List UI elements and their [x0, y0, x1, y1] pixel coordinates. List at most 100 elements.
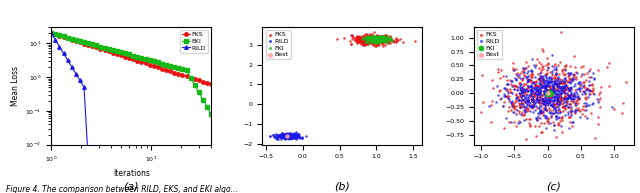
FKS — [358, 35, 369, 38]
RILD — [507, 80, 517, 83]
RILD — [537, 85, 547, 88]
RILD — [289, 134, 299, 137]
FKS — [369, 37, 379, 40]
RILD — [566, 110, 576, 113]
FKS — [532, 88, 543, 91]
RILD — [530, 88, 540, 91]
RILD — [582, 117, 592, 120]
FKS — [550, 103, 561, 106]
FKS — [543, 106, 554, 109]
FKS — [380, 35, 390, 38]
FKI — [373, 36, 383, 39]
RILD — [277, 134, 287, 137]
RILD — [289, 133, 299, 136]
FKS — [534, 101, 545, 104]
FKS — [513, 76, 523, 79]
FKS — [360, 36, 370, 39]
FKS — [578, 105, 588, 108]
FKS — [574, 98, 584, 101]
RILD — [523, 89, 533, 92]
RILD — [567, 110, 577, 113]
FKI — [378, 37, 388, 40]
FKS — [541, 63, 551, 66]
RILD — [553, 89, 563, 92]
FKS — [538, 102, 548, 105]
RILD — [270, 136, 280, 139]
FKS — [560, 85, 570, 88]
FKS — [541, 56, 552, 59]
FKS — [547, 76, 557, 79]
RILD — [547, 91, 557, 94]
FKI — [371, 38, 381, 41]
RILD — [540, 79, 550, 82]
FKI — [375, 37, 385, 40]
FKS — [369, 41, 379, 44]
FKI — [368, 38, 378, 41]
RILD — [509, 77, 520, 80]
FKS — [47, 32, 55, 34]
RILD — [531, 116, 541, 119]
RILD — [511, 78, 522, 81]
FKS — [501, 95, 511, 98]
RILD — [542, 102, 552, 105]
FKS — [573, 101, 583, 104]
RILD — [278, 132, 289, 135]
FKS — [511, 105, 521, 108]
FKS — [361, 33, 371, 36]
RILD — [517, 94, 527, 97]
FKI — [363, 37, 373, 40]
FKS — [385, 39, 395, 42]
FKS — [547, 85, 557, 88]
FKS — [560, 108, 570, 111]
FKS — [553, 124, 563, 127]
RILD — [501, 88, 511, 91]
FKI — [367, 38, 378, 41]
RILD — [559, 97, 570, 100]
FKS — [565, 120, 575, 123]
FKS — [536, 69, 546, 72]
RILD — [524, 74, 534, 77]
RILD — [282, 133, 292, 136]
FKS — [554, 99, 564, 102]
RILD — [552, 96, 563, 99]
FKS — [522, 88, 532, 91]
FKS — [557, 115, 568, 118]
RILD — [541, 87, 551, 90]
FKS — [175, 73, 182, 75]
RILD — [287, 135, 297, 138]
FKS — [515, 103, 525, 106]
FKS — [521, 66, 531, 69]
FKS — [574, 83, 584, 86]
RILD — [287, 134, 297, 137]
FKS — [545, 87, 556, 90]
FKI — [371, 36, 381, 40]
FKI — [382, 36, 392, 39]
RILD — [518, 71, 529, 74]
RILD — [280, 134, 291, 137]
RILD — [551, 92, 561, 95]
FKI — [544, 92, 554, 95]
FKI — [378, 39, 388, 42]
FKI — [372, 36, 383, 39]
FKS — [374, 38, 385, 41]
FKS — [351, 40, 361, 43]
RILD — [552, 97, 563, 101]
RILD — [537, 85, 547, 89]
FKS — [365, 39, 376, 42]
RILD — [536, 85, 547, 89]
RILD — [274, 133, 284, 136]
FKS — [354, 35, 364, 38]
FKS — [548, 103, 559, 106]
RILD — [550, 79, 561, 82]
RILD — [290, 133, 300, 136]
RILD — [277, 135, 287, 138]
FKS — [547, 92, 557, 95]
RILD — [269, 134, 279, 137]
FKS — [565, 103, 575, 106]
FKS — [534, 77, 545, 80]
RILD — [553, 81, 563, 84]
RILD — [289, 133, 300, 136]
FKS — [520, 109, 530, 113]
FKS — [191, 78, 198, 80]
FKS — [569, 92, 579, 95]
